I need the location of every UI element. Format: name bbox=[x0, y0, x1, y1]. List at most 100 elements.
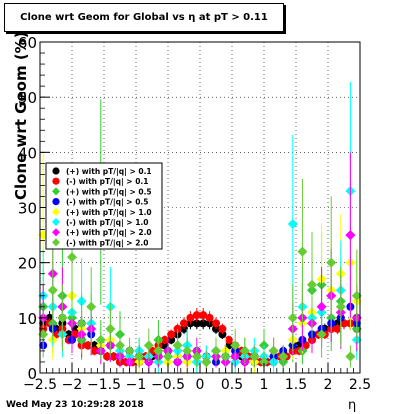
x-tick-label: 1 bbox=[260, 377, 269, 393]
y-tick-label: 30 bbox=[18, 200, 37, 218]
data-point bbox=[212, 319, 220, 328]
data-point bbox=[351, 290, 362, 301]
legend-marker bbox=[52, 207, 60, 216]
data-point bbox=[167, 330, 176, 339]
data-point bbox=[278, 351, 289, 362]
data-point bbox=[297, 246, 308, 257]
data-point bbox=[239, 345, 250, 356]
data-point bbox=[316, 301, 327, 312]
legend-marker bbox=[52, 167, 60, 175]
data-point bbox=[259, 356, 269, 367]
y-tick-label: 60 bbox=[18, 34, 37, 52]
data-point bbox=[90, 346, 99, 355]
data-point bbox=[205, 313, 214, 322]
data-point bbox=[172, 340, 183, 351]
data-point bbox=[57, 312, 68, 323]
data-point bbox=[47, 285, 58, 296]
data-point bbox=[201, 356, 212, 367]
legend-marker bbox=[52, 228, 60, 237]
data-point bbox=[38, 329, 49, 340]
data-point bbox=[287, 312, 298, 323]
y-tick-label: 0 bbox=[27, 365, 37, 383]
timestamp: Wed May 23 10:29:28 2018 bbox=[6, 400, 144, 410]
x-tick-label: −2.5 bbox=[23, 377, 57, 393]
data-point bbox=[287, 219, 298, 230]
data-point bbox=[134, 351, 145, 362]
x-tick-label: 0 bbox=[196, 377, 205, 393]
data-point bbox=[211, 345, 221, 356]
legend-entry: (+) with pT/|q| > 2.0 bbox=[66, 228, 152, 238]
data-point bbox=[153, 345, 164, 356]
x-tick-label: 2.5 bbox=[349, 377, 371, 393]
x-axis-title: η bbox=[348, 398, 357, 413]
data-point bbox=[167, 335, 176, 344]
data-points bbox=[38, 81, 362, 373]
data-point bbox=[326, 257, 337, 268]
x-tick-label: −2 bbox=[62, 377, 83, 393]
legend-entry: (-) with pT/|q| > 0.5 bbox=[66, 198, 148, 208]
data-point bbox=[199, 311, 208, 320]
legend-entry: (-) with pT/|q| > 1.0 bbox=[66, 218, 148, 228]
legend-marker bbox=[52, 218, 60, 226]
series-group bbox=[38, 178, 362, 373]
data-point bbox=[86, 301, 97, 312]
data-point bbox=[109, 352, 118, 361]
data-point bbox=[124, 345, 135, 356]
x-tick-label: 1.5 bbox=[285, 377, 307, 393]
x-tick-label: −1.5 bbox=[87, 377, 121, 393]
data-point bbox=[268, 345, 279, 356]
legend-entry: (-) with pT/|q| > 2.0 bbox=[66, 238, 148, 248]
y-axis-title: Clone wrt Geom (%) bbox=[12, 31, 30, 200]
legend-marker bbox=[52, 177, 60, 185]
x-tick-label: 2 bbox=[324, 377, 333, 393]
legend-marker bbox=[52, 187, 60, 196]
data-point bbox=[105, 323, 116, 334]
data-point bbox=[224, 335, 233, 344]
data-point bbox=[76, 318, 87, 329]
legend-entry: (+) with pT/|q| > 0.1 bbox=[66, 167, 152, 177]
data-point bbox=[103, 352, 112, 361]
y-tick-label: 20 bbox=[18, 255, 37, 273]
data-point bbox=[220, 351, 231, 362]
data-point bbox=[230, 340, 241, 351]
data-point bbox=[199, 319, 208, 328]
x-tick-label: −1 bbox=[126, 377, 147, 393]
data-point bbox=[335, 301, 346, 312]
data-point bbox=[249, 351, 260, 362]
data-point bbox=[345, 230, 356, 241]
x-tick-label: −0.5 bbox=[151, 377, 185, 393]
x-tick-label: 0.5 bbox=[221, 377, 243, 393]
data-point bbox=[160, 335, 169, 344]
data-point bbox=[67, 252, 77, 263]
grid-lines bbox=[40, 42, 360, 373]
data-point bbox=[307, 279, 317, 290]
legend-marker bbox=[52, 198, 60, 206]
data-point bbox=[180, 319, 188, 328]
data-point bbox=[345, 351, 356, 362]
data-point bbox=[218, 330, 227, 339]
data-point bbox=[218, 324, 227, 333]
y-tick-label: 50 bbox=[18, 89, 37, 107]
data-point bbox=[84, 341, 92, 350]
y-tick-label: 40 bbox=[18, 144, 37, 162]
data-point bbox=[186, 313, 195, 322]
legend: (+) with pT/|q| > 0.1(-) with pT/|q| > 0… bbox=[45, 162, 163, 250]
data-point bbox=[143, 340, 154, 351]
data-point bbox=[333, 324, 342, 333]
data-point bbox=[192, 311, 201, 320]
data-point bbox=[316, 329, 327, 340]
data-point bbox=[191, 351, 202, 362]
legend-entry: (-) with pT/|q| > 0.1 bbox=[66, 177, 148, 187]
chart-title: Clone wrt Geom for Global vs η at pT > 0… bbox=[4, 3, 284, 32]
data-point bbox=[192, 319, 201, 328]
data-point bbox=[182, 345, 193, 356]
legend-entry: (+) with pT/|q| > 0.5 bbox=[66, 187, 152, 197]
data-point bbox=[163, 351, 173, 362]
data-point bbox=[115, 340, 125, 351]
data-point bbox=[95, 334, 106, 345]
legend-entry: (+) with pT/|q| > 1.0 bbox=[66, 208, 152, 218]
legend-box bbox=[45, 162, 163, 250]
data-point bbox=[90, 341, 99, 350]
axes: −2.5 −2 −1.5 −1 −0.5 0 0.5 1 1.5 2 2.5 0 10 20 30 40 50 6… bbox=[18, 34, 371, 393]
